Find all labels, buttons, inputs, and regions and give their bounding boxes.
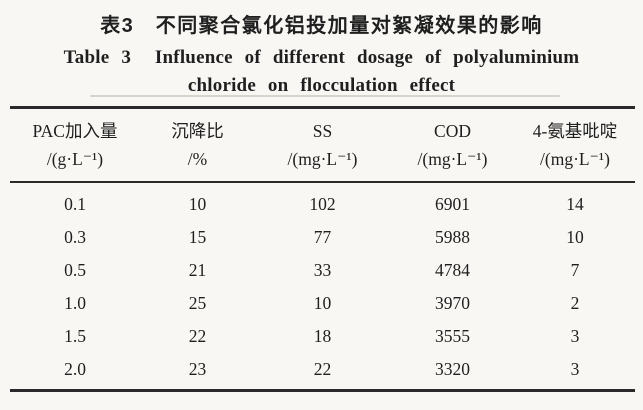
column-header-ss: SS [312, 121, 333, 141]
table-row: 0.5 21 33 4784 7 [10, 254, 635, 287]
table-header: PAC加入量 沉降比 SS COD 4-氨基吡啶 /(g·L⁻¹) /% /(m… [10, 107, 635, 182]
table-cell: 1.5 [64, 326, 86, 346]
table-cell: 10 [566, 227, 584, 247]
column-unit-settling-ratio: /% [187, 148, 208, 169]
table-cell: 0.3 [64, 227, 86, 247]
table-cell: 1.0 [64, 293, 86, 313]
table-cell: 3970 [435, 293, 470, 313]
table-cell: 7 [570, 260, 580, 280]
table-cell: 4784 [435, 260, 470, 280]
table-cell: 14 [566, 194, 584, 214]
table-row: 1.0 25 10 3970 2 [10, 287, 635, 320]
header-unit-row: /(g·L⁻¹) /% /(mg·L⁻¹) /(mg·L⁻¹) /(mg·L⁻¹… [10, 146, 635, 182]
column-unit-cod: /(mg·L⁻¹) [417, 148, 488, 169]
table-cell: 102 [309, 194, 336, 214]
table-row: 0.1 10 102 6901 14 [10, 182, 635, 221]
table-cell: 5988 [435, 227, 470, 247]
column-header-4-aminopyridine: 4-氨基吡啶 [532, 121, 618, 141]
table-cell: 2.0 [64, 359, 86, 379]
column-unit-ss: /(mg·L⁻¹) [287, 148, 358, 169]
table-cell: 15 [188, 227, 207, 247]
table-cell: 2 [570, 293, 580, 313]
table-cell: 18 [313, 326, 332, 346]
table-cell: 25 [188, 293, 207, 313]
table-cell: 3 [570, 359, 580, 379]
column-unit-pac-dosage: /(g·L⁻¹) [46, 148, 104, 169]
data-table-container: PAC加入量 沉降比 SS COD 4-氨基吡啶 /(g·L⁻¹) /% /(m… [10, 106, 635, 392]
table-cell: 3320 [435, 359, 470, 379]
table-row: 1.5 22 18 3555 3 [10, 320, 635, 353]
table-cell: 6901 [435, 194, 470, 214]
table-caption-en-line2: chloride on flocculation effect [187, 75, 456, 96]
table-cell: 10 [188, 194, 207, 214]
table-cell: 23 [188, 359, 207, 379]
table-cell: 22 [188, 326, 207, 346]
table-cell: 10 [313, 293, 332, 313]
header-label-row: PAC加入量 沉降比 SS COD 4-氨基吡啶 [10, 107, 635, 146]
column-header-settling-ratio: 沉降比 [171, 121, 224, 141]
table-cell: 3 [570, 326, 580, 346]
table-cell: 33 [313, 260, 332, 280]
table-cell: 0.5 [64, 260, 86, 280]
column-header-pac-dosage: PAC加入量 [32, 121, 118, 141]
table-cell: 21 [188, 260, 207, 280]
table-caption-en-line1: Table 3 Influence of different dosage of… [63, 47, 580, 68]
data-table: PAC加入量 沉降比 SS COD 4-氨基吡啶 /(g·L⁻¹) /% /(m… [10, 106, 635, 392]
column-unit-4-aminopyridine: /(mg·L⁻¹) [540, 148, 610, 169]
table-cell: 22 [313, 359, 332, 379]
table-cell: 3555 [435, 326, 470, 346]
table-cell: 0.1 [64, 194, 86, 214]
scan-artifact-line [90, 95, 560, 97]
column-header-cod: COD [434, 121, 471, 141]
table-caption-zh: 表3 不同聚合氯化铝投加量对絮凝效果的影响 [100, 15, 543, 37]
table-row: 0.3 15 77 5988 10 [10, 221, 635, 254]
table-cell: 77 [313, 227, 332, 247]
table-body: 0.1 10 102 6901 14 0.3 15 77 5988 10 0.5… [10, 182, 635, 391]
table-row: 2.0 23 22 3320 3 [10, 353, 635, 391]
